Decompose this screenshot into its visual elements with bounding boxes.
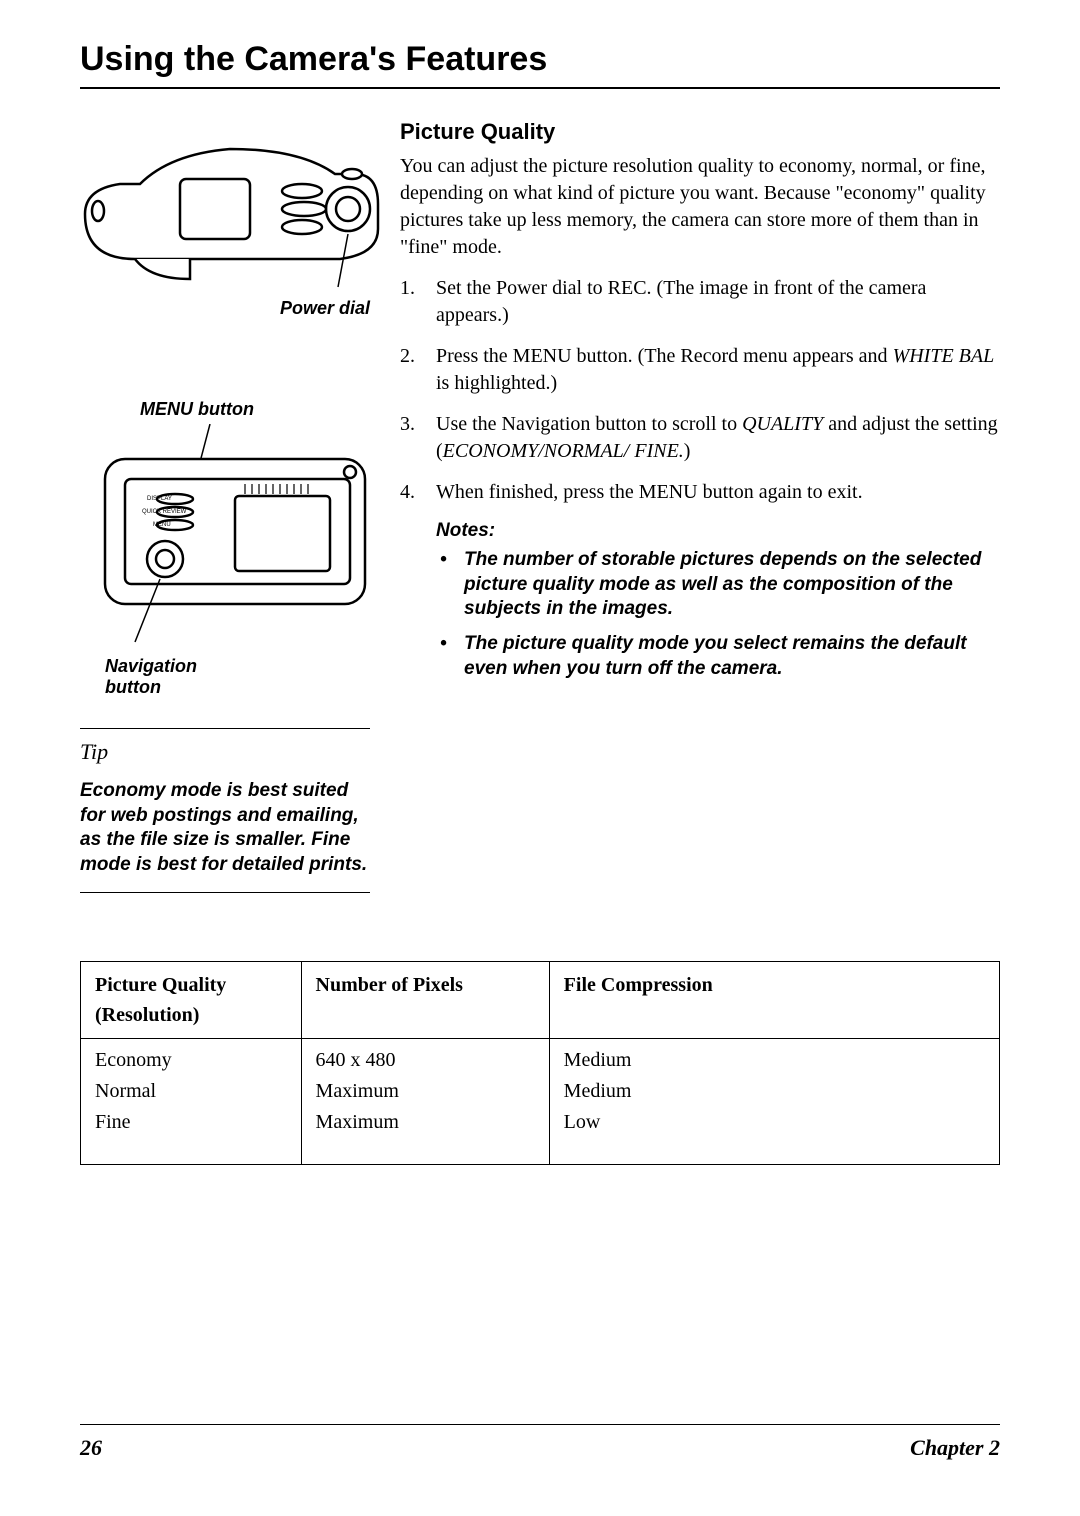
section-heading: Picture Quality xyxy=(400,119,1000,145)
camera-top-svg xyxy=(80,119,380,294)
table-cell: Maximum xyxy=(301,1076,549,1107)
page-footer: 26 Chapter 2 xyxy=(80,1424,1000,1461)
step-4-text: When finished, press the MENU button aga… xyxy=(436,481,863,503)
chapter-label: Chapter 2 xyxy=(910,1435,1000,1461)
tip-rule-bottom xyxy=(80,892,370,893)
table-cell: Maximum xyxy=(301,1107,549,1165)
page-number: 26 xyxy=(80,1435,102,1461)
step-2-italic: WHITE BAL xyxy=(893,345,995,367)
chapter-title: Using the Camera's Features xyxy=(80,40,1000,79)
table-cell: 640 x 480 xyxy=(301,1038,549,1076)
nav-button-label-2: button xyxy=(105,677,380,698)
tip-block: Tip Economy mode is best suited for web … xyxy=(80,728,380,893)
step-2-post: is highlighted.) xyxy=(436,372,557,394)
table-cell: Economy xyxy=(81,1038,302,1076)
note-1: The number of storable pictures depends … xyxy=(436,548,1000,622)
step-4: When finished, press the MENU button aga… xyxy=(400,479,1000,506)
table-cell: Normal xyxy=(81,1076,302,1107)
step-3-post: ) xyxy=(684,440,691,462)
power-dial-label: Power dial xyxy=(80,298,370,319)
table-cell: Medium xyxy=(549,1038,999,1076)
step-2: Press the MENU button. (The Record menu … xyxy=(400,343,1000,397)
footer-rule xyxy=(80,1424,1000,1425)
right-column: Picture Quality You can adjust the pictu… xyxy=(400,119,1000,901)
two-column-layout: Power dial MENU button xyxy=(80,119,1000,901)
svg-text:MENU: MENU xyxy=(153,522,171,528)
step-3-italic: QUALITY xyxy=(742,413,823,435)
th1-line1: Picture Quality xyxy=(95,974,226,996)
step-1: Set the Power dial to REC. (The image in… xyxy=(400,275,1000,329)
step-3: Use the Navigation button to scroll to Q… xyxy=(400,411,1000,465)
table-cell: Low xyxy=(549,1107,999,1165)
tip-body: Economy mode is best suited for web post… xyxy=(80,779,370,878)
left-column: Power dial MENU button xyxy=(80,119,380,901)
title-rule xyxy=(80,87,1000,89)
camera-top-illustration: Power dial xyxy=(80,119,380,319)
camera-back-svg: DISPLAY QUICK REVIEW MENU xyxy=(80,424,380,654)
tip-heading: Tip xyxy=(80,739,380,765)
tip-rule-top xyxy=(80,728,370,729)
camera-back-illustration: MENU button xyxy=(80,399,380,698)
step-3-pre: Use the Navigation button to scroll to xyxy=(436,413,742,435)
notes-heading: Notes: xyxy=(436,520,1000,542)
table-cell: Medium xyxy=(549,1076,999,1107)
table-header-compression: File Compression xyxy=(549,961,999,1038)
table-header-pixels: Number of Pixels xyxy=(301,961,549,1038)
step-1-text: Set the Power dial to REC. (The image in… xyxy=(436,277,926,326)
th1-line2: (Resolution) xyxy=(95,1004,199,1026)
nav-button-label-1: Navigation xyxy=(105,656,380,677)
step-3-italic2: ECONOMY/NORMAL/ FINE. xyxy=(443,440,684,462)
intro-paragraph: You can adjust the picture resolution qu… xyxy=(400,153,1000,261)
note-2: The picture quality mode you select rema… xyxy=(436,632,1000,681)
step-2-pre: Press the MENU button. (The Record menu … xyxy=(436,345,893,367)
table-row: Economy 640 x 480 Medium xyxy=(81,1038,1000,1076)
table-row: Normal Maximum Medium xyxy=(81,1076,1000,1107)
table-cell: Fine xyxy=(81,1107,302,1165)
svg-text:QUICK REVIEW: QUICK REVIEW xyxy=(142,509,187,515)
notes-list: The number of storable pictures depends … xyxy=(436,548,1000,681)
table-row: Fine Maximum Low xyxy=(81,1107,1000,1165)
table-header-row: Picture Quality (Resolution) Number of Pi… xyxy=(81,961,1000,1038)
menu-button-label: MENU button xyxy=(140,399,380,420)
svg-text:DISPLAY: DISPLAY xyxy=(147,496,172,502)
steps-list: Set the Power dial to REC. (The image in… xyxy=(400,275,1000,506)
table-header-quality: Picture Quality (Resolution) xyxy=(81,961,302,1038)
quality-table: Picture Quality (Resolution) Number of Pi… xyxy=(80,961,1000,1165)
